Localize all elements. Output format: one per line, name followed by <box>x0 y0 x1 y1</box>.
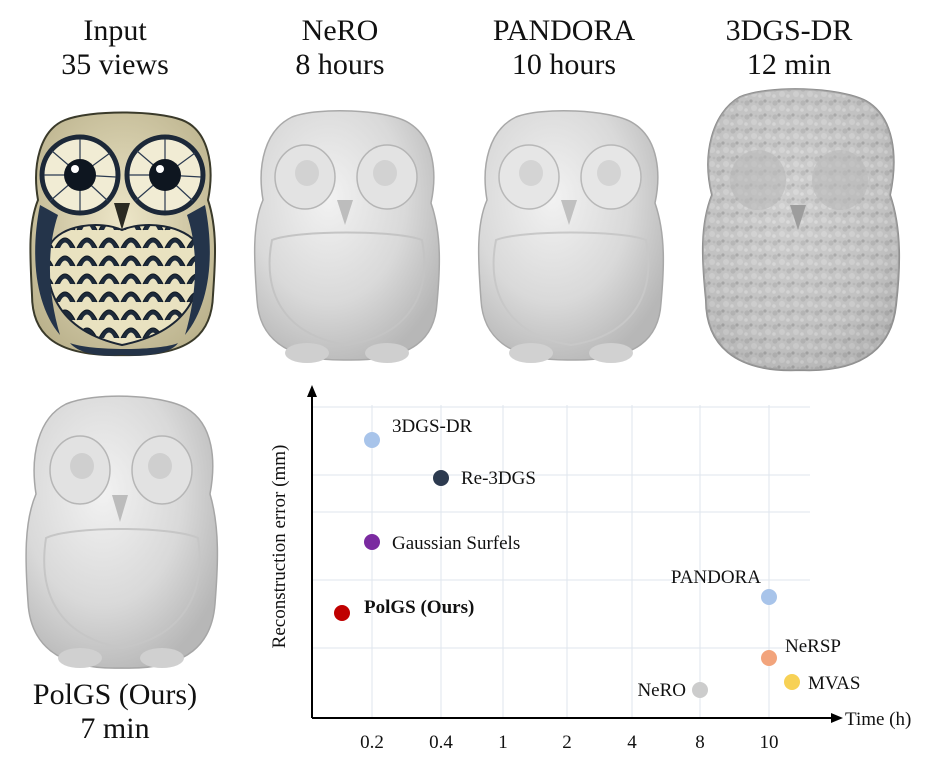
chart-svg: Time (h) Reconstruction error (mm) 0.2 0.4… <box>269 385 911 753</box>
caption-input: Input 35 views <box>5 14 225 82</box>
point-label: Gaussian Surfels <box>392 533 520 554</box>
data-point <box>433 470 449 486</box>
x-tick-label: 2 <box>562 732 572 753</box>
caption-3dgs-dr-line1: 3DGS-DR <box>725 14 853 47</box>
input-owl-image <box>10 105 235 365</box>
caption-polgs: PolGS (Ours) 7 min <box>5 678 225 746</box>
caption-nero-line1: NeRO <box>301 14 379 47</box>
data-point <box>761 589 777 605</box>
3dgs-dr-mesh-image <box>688 85 913 377</box>
polgs-mesh-image <box>10 390 235 675</box>
caption-3dgs-dr: 3DGS-DR 12 min <box>679 14 899 82</box>
x-tick-label: 1 <box>498 732 508 753</box>
x-tick-label: 4 <box>627 732 637 753</box>
x-tick-label: 10 <box>760 732 779 753</box>
data-point <box>784 674 800 690</box>
data-point <box>761 650 777 666</box>
caption-pandora-line1: PANDORA <box>492 14 636 47</box>
data-point <box>364 432 380 448</box>
x-tick-label: 8 <box>695 732 705 753</box>
caption-input-line1: Input <box>83 14 147 47</box>
time-vs-error-chart: Time (h) Reconstruction error (mm) 0.2 0.4… <box>255 375 945 771</box>
data-point <box>692 682 708 698</box>
point-label: MVAS <box>808 673 860 694</box>
caption-polgs-line2: 7 min <box>80 712 150 745</box>
point-label: NeRSP <box>785 636 841 657</box>
caption-pandora: PANDORA 10 hours <box>454 14 674 82</box>
nero-mesh-image <box>237 105 457 367</box>
caption-3dgs-dr-line2: 12 min <box>746 48 832 81</box>
y-axis-arrow <box>307 385 317 397</box>
point-label: NeRO <box>637 680 686 701</box>
y-axis-label: Reconstruction error (mm) <box>269 445 290 649</box>
point-label: PANDORA <box>671 567 761 588</box>
point-label: 3DGS-DR <box>392 416 473 437</box>
x-tick-label: 0.4 <box>429 732 453 753</box>
caption-nero: NeRO 8 hours <box>230 14 450 82</box>
chart-grid <box>312 405 810 718</box>
pandora-mesh-image <box>461 105 681 367</box>
data-point <box>334 605 350 621</box>
caption-polgs-line1: PolGS (Ours) <box>32 678 198 711</box>
point-label: Re-3DGS <box>461 468 536 489</box>
x-axis-arrow <box>831 713 843 723</box>
chart-axes: Time (h) Reconstruction error (mm) <box>269 385 911 730</box>
caption-nero-line2: 8 hours <box>295 48 385 81</box>
caption-pandora-line2: 10 hours <box>511 48 617 81</box>
x-tick-label: 0.2 <box>360 732 384 753</box>
caption-input-line2: 35 views <box>61 48 169 81</box>
point-label: PolGS (Ours) <box>364 597 474 618</box>
data-point <box>364 534 380 550</box>
chart-x-ticks: 0.2 0.4 1 2 4 8 10 <box>360 732 778 753</box>
x-axis-label: Time (h) <box>845 709 911 730</box>
chart-points: 3DGS-DR Re-3DGS Gaussian Surfels PANDORA Pol… <box>334 416 860 701</box>
